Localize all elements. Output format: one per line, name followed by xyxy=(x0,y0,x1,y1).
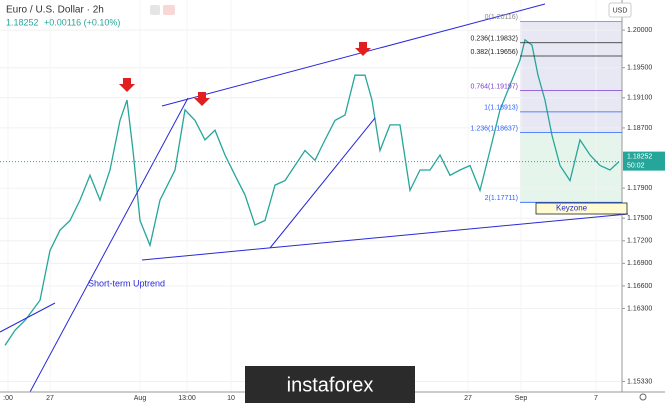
trend-line xyxy=(0,302,56,333)
uptrend-line xyxy=(29,97,189,393)
x-tick-label: Aug xyxy=(134,395,147,402)
settings-icon[interactable] xyxy=(639,393,647,401)
fib-label: 0.764(1.19197) xyxy=(471,83,518,90)
price-line xyxy=(4,38,620,346)
upper-channel xyxy=(161,3,546,107)
x-tick-label: 13:00 xyxy=(178,395,196,402)
x-tick-label: 10 xyxy=(227,395,235,402)
y-tick-label: 1.17500 xyxy=(627,215,652,222)
y-tick-label: 1.19100 xyxy=(627,95,652,102)
x-tick-label: 27 xyxy=(46,395,54,402)
last-price: 1.18252 xyxy=(6,17,39,27)
fib-label: 2(1.17711) xyxy=(485,195,518,202)
arrow-marker xyxy=(119,78,135,92)
indicator-icon[interactable] xyxy=(163,5,175,15)
indicator-icon[interactable] xyxy=(150,5,160,15)
arrow-marker xyxy=(355,42,371,56)
y-tick-label: 1.18700 xyxy=(627,125,652,132)
y-tick-label: 1.16900 xyxy=(627,260,652,267)
x-tick-label: 27 xyxy=(464,395,472,402)
x-tick-label: :00 xyxy=(3,395,13,402)
fib-zone-lower xyxy=(520,132,622,203)
watermark: instaforex xyxy=(287,374,374,396)
fib-label: 0.382(1.19656) xyxy=(471,49,518,56)
keyzone-label: Keyzone xyxy=(556,204,588,213)
countdown-label: 50:02 xyxy=(627,162,645,169)
price-change: +0.00116 (+0.10%) xyxy=(44,17,120,27)
y-tick-label: 1.17900 xyxy=(627,185,652,192)
fib-label: 1(1.18913) xyxy=(484,105,518,112)
lower-channel xyxy=(141,213,629,261)
fib-label: 0(1.20116) xyxy=(485,14,518,21)
watermark-banner xyxy=(245,366,415,403)
trend-line xyxy=(269,117,376,249)
currency-button[interactable] xyxy=(608,2,632,18)
current-price-tag xyxy=(623,151,665,171)
y-tick-label: 1.19500 xyxy=(627,65,652,72)
symbol-title: Euro / U.S. Dollar · 2h xyxy=(6,5,104,16)
currency-label: USD xyxy=(613,7,628,14)
x-tick-label: 7 xyxy=(594,395,598,402)
y-tick-label: 1.15330 xyxy=(627,378,652,385)
fib-zone-upper xyxy=(520,21,622,133)
y-tick-label: 1.16600 xyxy=(627,283,652,290)
uptrend-label: Short-term Uptrend xyxy=(88,278,165,288)
arrow-marker xyxy=(194,92,210,106)
current-price-label: 1.18252 xyxy=(627,153,652,160)
y-tick-label: 1.20000 xyxy=(627,27,652,34)
fib-label: 0.236(1.19832) xyxy=(471,36,518,43)
x-tick-label: Sep xyxy=(515,395,528,402)
y-tick-label: 1.16300 xyxy=(627,305,652,312)
fib-label: 1.236(1.18637) xyxy=(471,125,518,132)
keyzone-box xyxy=(535,202,628,215)
y-tick-label: 1.17200 xyxy=(627,238,652,245)
